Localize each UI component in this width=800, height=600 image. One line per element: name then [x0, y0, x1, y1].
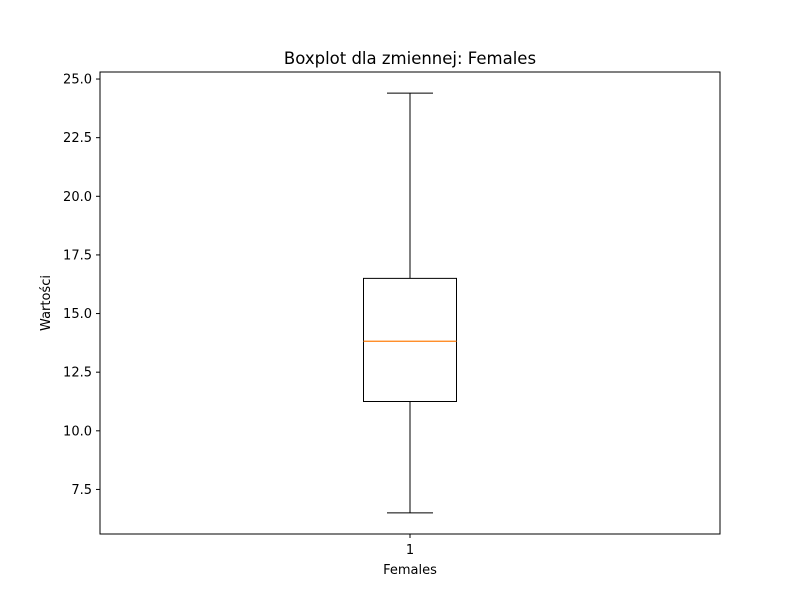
- x-tick-label: 1: [406, 543, 414, 558]
- chart-title: Boxplot dla zmiennej: Females: [284, 49, 536, 68]
- y-tick-label: 10.0: [63, 424, 92, 439]
- y-tick-label: 25.0: [63, 73, 92, 88]
- y-tick-label: 15.0: [63, 307, 92, 322]
- y-tick-label: 20.0: [63, 190, 92, 205]
- box-series: [363, 92, 457, 514]
- x-axis: 1: [406, 534, 414, 558]
- interquartile-box: [363, 277, 457, 402]
- y-axis-label: Wartości: [39, 275, 54, 331]
- x-axis-label: Females: [383, 563, 437, 578]
- y-axis: 7.5 10.0 12.5 15.0 17.5 20.0 22.5 25.0: [63, 73, 100, 498]
- y-tick-label: 7.5: [71, 483, 92, 498]
- y-tick-label: 12.5: [63, 366, 92, 381]
- y-tick-label: 17.5: [63, 248, 92, 263]
- y-tick-label: 22.5: [63, 131, 92, 146]
